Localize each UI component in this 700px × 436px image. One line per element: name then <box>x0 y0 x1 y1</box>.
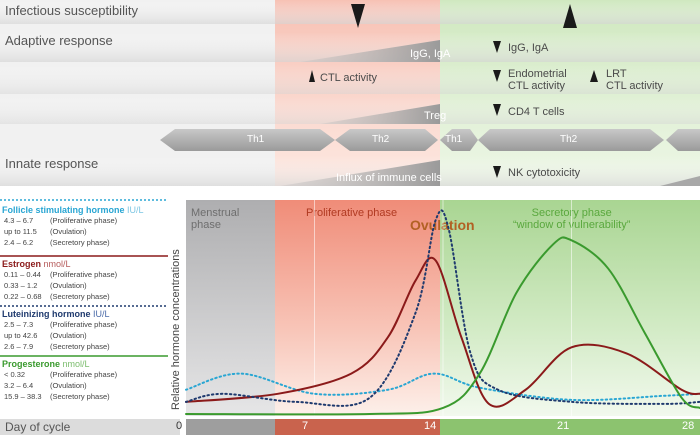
igg-iga-band-label: IgG, IgA <box>410 48 451 60</box>
igg-iga-secretory-label: IgG, IgA <box>508 42 549 54</box>
legend-progesterone-title: Progesterone nmol/L <box>2 359 90 369</box>
day-21-label: 21 <box>557 420 570 432</box>
lrt-label: LRT <box>606 68 627 80</box>
influx-label: Influx of immune cells <box>336 172 442 184</box>
cd4-label: CD4 T cells <box>508 106 565 118</box>
day-14-label: 14 <box>424 420 437 432</box>
proliferative-phase-label: Proliferative phase <box>306 207 398 219</box>
treg-label: Treg <box>424 110 447 122</box>
lrt-ctl-label: CTL activity <box>606 80 664 92</box>
legend-fsh-title: Follicle stimulating hormone IU/L <box>2 205 144 215</box>
th2-label-a: Th2 <box>372 134 390 145</box>
ctl-activity-label: CTL activity <box>320 72 378 84</box>
th1-label-a: Th1 <box>247 134 265 145</box>
infectious-susceptibility-label: Infectious susceptibility <box>5 3 138 18</box>
day-28-label: 28 <box>682 420 695 432</box>
legend-fsh: Follicle stimulating hormone IU/L 4.3 – … <box>2 205 144 247</box>
th1-label-b: Th1 <box>445 134 463 145</box>
series-line-luteinizing-hormone <box>185 209 700 407</box>
legend-estrogen-title: Estrogen nmol/L <box>2 259 71 269</box>
legend-lh-title: Luteinizing hormone IU/L <box>2 309 110 319</box>
legend-progesterone: Progesterone nmol/L < 0.32 (Proliferative… <box>2 359 118 401</box>
day-0-label: 0 <box>176 420 183 432</box>
ovulation-label: Ovulation <box>410 217 475 233</box>
series-line-follicle-stimulating-hormone <box>185 372 700 402</box>
adaptive-response-label: Adaptive response <box>5 33 113 48</box>
endometrial-ctl-label: CTL activity <box>508 80 566 92</box>
series-line-progesterone <box>185 236 700 416</box>
series-line-estrogen <box>185 256 700 408</box>
th2-label-b: Th2 <box>560 134 578 145</box>
innate-response-label: Innate response <box>5 156 99 171</box>
legend-lh: Luteinizing hormone IU/L 2.5 – 7.3 (Proli… <box>2 309 118 351</box>
legend-estrogen: Estrogen nmol/L 0.11 – 0.44 (Proliferativ… <box>2 259 118 301</box>
nk-label: NK cytotoxicity <box>508 167 581 179</box>
menstrual-phase-label: Menstrual phase <box>191 207 240 231</box>
endometrial-label: Endometrial <box>508 68 567 80</box>
day-7-label: 7 <box>302 420 309 432</box>
day-of-cycle-label: Day of cycle <box>5 420 71 434</box>
